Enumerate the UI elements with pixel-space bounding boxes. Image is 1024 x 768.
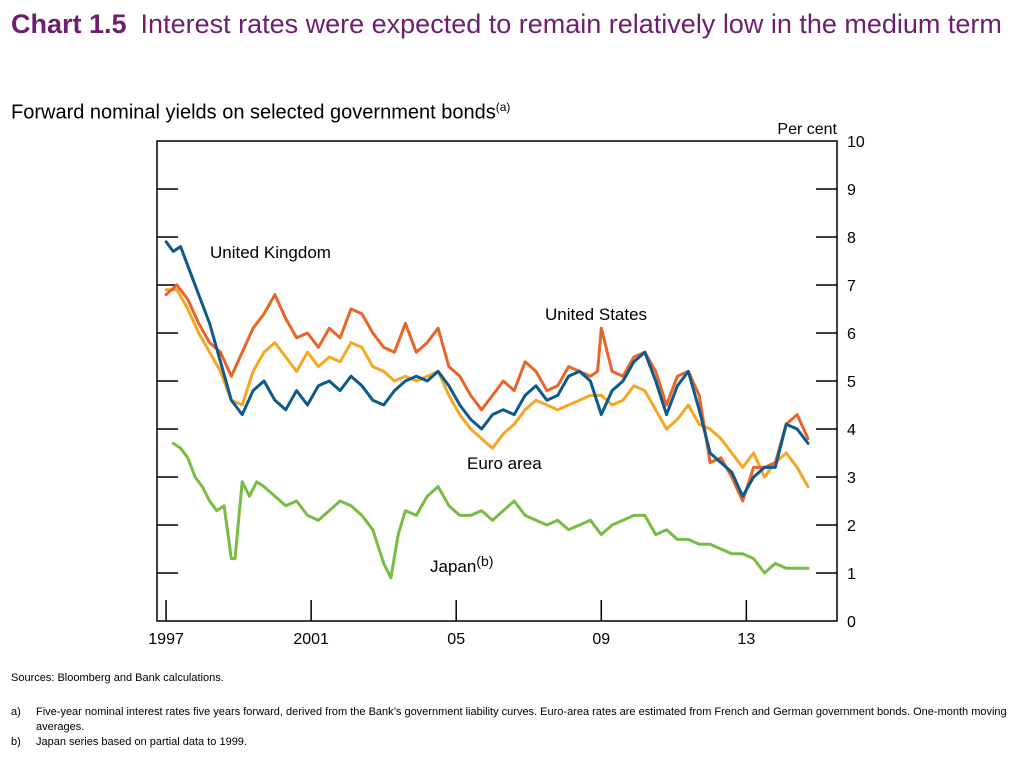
subtitle-footnote-marker: (a) (495, 100, 511, 114)
y-axis-unit-label: Per cent (777, 121, 837, 138)
y-tick-label-10: 10 (847, 134, 865, 151)
x-tick-label-05: 05 (447, 631, 465, 648)
x-tick-label-1997: 1997 (148, 631, 184, 648)
footnote-a: a) Five-year nominal interest rates five… (11, 705, 1011, 735)
sources-note: Sources: Bloomberg and Bank calculations… (11, 672, 224, 684)
footnote-a-text: Five-year nominal interest rates five ye… (36, 706, 1007, 733)
y-axis: 0 1 2 3 4 5 6 7 8 9 10 (157, 134, 865, 631)
chart-subtitle: Forward nominal yields on selected gover… (11, 100, 510, 125)
plot-area-frame (156, 140, 838, 622)
series-label-japan: Japan(b) (430, 553, 493, 576)
footnote-b: b) Japan series based on partial data to… (11, 735, 1011, 750)
series-label-united-kingdom: United Kingdom (210, 243, 331, 262)
chart-number: Chart 1.5 (11, 9, 127, 39)
footnote-a-key: a) (11, 706, 21, 718)
y-tick-label-0: 0 (847, 614, 856, 631)
x-tick-label-2001: 2001 (293, 631, 329, 648)
series-label-japan-note: (b) (476, 553, 493, 569)
series-label-united-states: United States (545, 305, 647, 324)
y-tick-label-4: 4 (847, 422, 856, 439)
line-chart: 0 1 2 3 4 5 6 7 8 9 10 1997 2001 05 09 13 Per cent Uni… (148, 121, 865, 648)
footnote-b-key: b) (11, 736, 21, 748)
series-label-japan-text: Japan (430, 557, 476, 576)
y-tick-label-9: 9 (847, 182, 856, 199)
y-tick-label-1: 1 (847, 566, 856, 583)
chart-title-text: Interest rates were expected to remain r… (140, 9, 1002, 39)
y-tick-label-2: 2 (847, 518, 856, 535)
series-line-united-kingdom (164, 240, 810, 498)
x-tick-label-09: 09 (592, 631, 610, 648)
y-tick-label-6: 6 (847, 326, 856, 343)
chart-title: Chart 1.5 Interest rates were expected to… (11, 6, 1011, 43)
y-tick-label-7: 7 (847, 278, 856, 295)
chart-subtitle-text: Forward nominal yields on selected gover… (11, 101, 496, 124)
x-tick-label-13: 13 (737, 631, 755, 648)
series-label-euro-area: Euro area (467, 454, 542, 473)
x-axis: 1997 2001 05 09 13 (148, 600, 755, 648)
series-lines (164, 240, 810, 580)
series-line-euro-area (164, 288, 810, 489)
chart-notes: Sources: Bloomberg and Bank calculations… (11, 671, 1011, 750)
y-tick-label-3: 3 (847, 470, 856, 487)
y-tick-label-5: 5 (847, 374, 856, 391)
y-tick-label-8: 8 (847, 230, 856, 247)
footnote-b-text: Japan series based on partial data to 19… (36, 736, 247, 748)
series-line-united-states (164, 283, 810, 503)
series-line-japan (171, 441, 810, 580)
